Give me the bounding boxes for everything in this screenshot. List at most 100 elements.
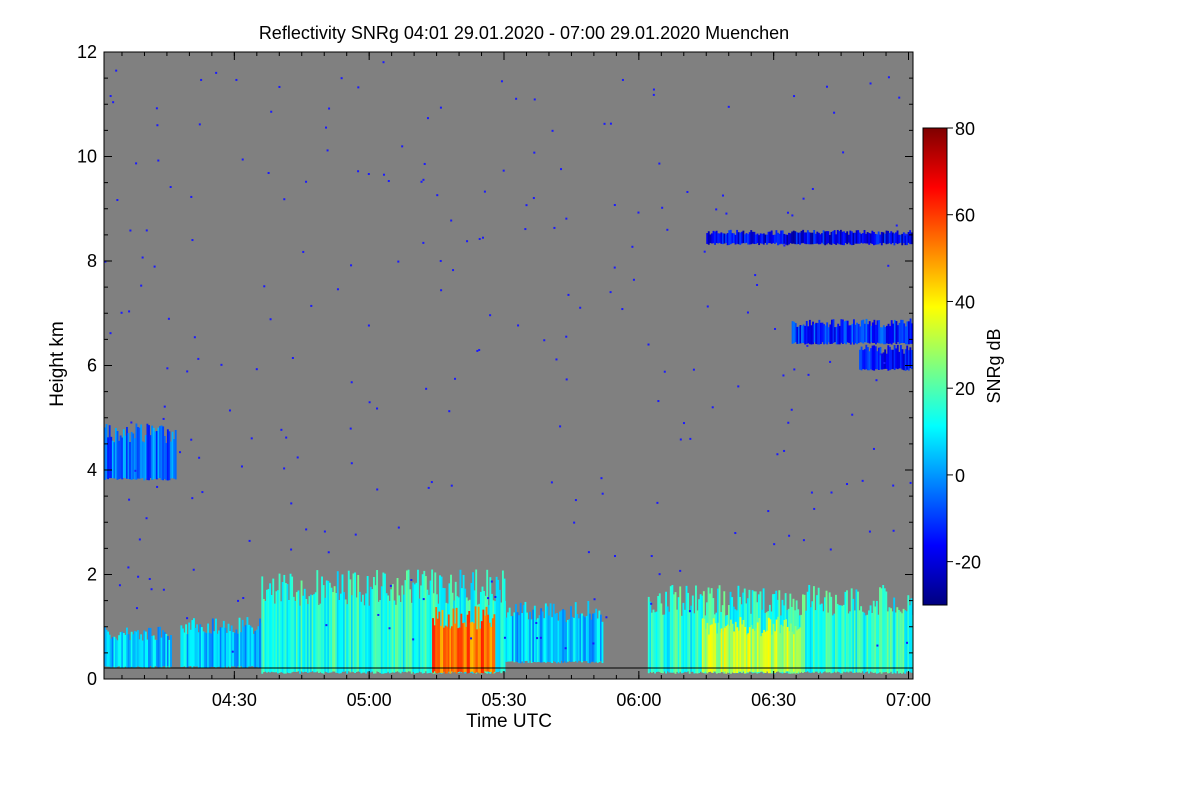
echo-cell <box>160 425 163 480</box>
echo-cell <box>269 583 272 673</box>
x-tick-label: 04:30 <box>212 690 257 710</box>
noise-speckle <box>793 368 796 371</box>
echo-cell <box>753 231 756 245</box>
echo-cell <box>810 232 812 245</box>
noise-speckle <box>536 637 539 640</box>
colorbar-ticks: 80 60 40 20 0 -20 <box>947 119 981 573</box>
echo-cell <box>548 615 550 663</box>
noise-speckle <box>325 624 328 627</box>
echo-cell <box>593 612 596 663</box>
noise-speckle <box>179 451 182 454</box>
echo-cell <box>706 622 709 674</box>
echo-cell <box>130 631 133 667</box>
noise-speckle <box>240 465 243 468</box>
echo-cell <box>264 600 267 672</box>
noise-speckle <box>376 407 379 410</box>
echo-cell <box>222 620 225 668</box>
noise-speckle <box>382 61 385 64</box>
echo-cell <box>266 589 268 673</box>
noise-speckle <box>783 449 786 452</box>
noise-speckle <box>191 497 194 500</box>
echo-cell <box>447 614 450 672</box>
echo-cell <box>869 605 872 672</box>
echo-cell <box>819 604 822 672</box>
noise-speckle <box>235 78 238 81</box>
echo-cell <box>130 431 133 481</box>
echo-cell <box>396 578 399 672</box>
echo-cell <box>838 231 841 245</box>
echo-cell <box>742 230 745 244</box>
echo-cell <box>778 633 781 673</box>
echo-cell <box>111 637 114 667</box>
echo-cell <box>789 233 792 244</box>
echo-cell <box>402 594 405 673</box>
echo-cell <box>157 427 160 479</box>
colorbar-tick-label: 40 <box>955 292 975 312</box>
echo-cell <box>850 588 853 672</box>
echo-cell <box>890 231 893 245</box>
echo-cell <box>851 323 854 343</box>
noise-speckle <box>593 598 596 601</box>
echo-cell <box>388 600 391 674</box>
echo-cell <box>752 628 754 673</box>
echo-cell <box>557 620 560 663</box>
echo-cell <box>726 624 729 673</box>
echo-cell <box>858 610 861 673</box>
echo-cell <box>259 618 261 669</box>
noise-speckle <box>326 149 329 152</box>
echo-cell <box>127 634 130 668</box>
echo-cell <box>241 619 244 669</box>
echo-cell <box>226 632 228 669</box>
echo-cell <box>750 230 753 245</box>
echo-cell <box>904 326 907 345</box>
echo-cell <box>267 588 270 672</box>
echo-cell <box>860 320 863 343</box>
echo-cell <box>777 232 779 246</box>
echo-cell <box>897 609 900 674</box>
echo-cell <box>677 597 680 674</box>
region-cloud-upper-right <box>791 318 913 345</box>
noise-speckle <box>711 406 714 409</box>
plot-area <box>103 51 914 680</box>
noise-speckle <box>420 180 423 183</box>
echo-cell <box>538 615 541 663</box>
echo-cell <box>500 602 503 674</box>
noise-speckle <box>197 357 200 360</box>
echo-cell <box>116 430 119 480</box>
region-cloud-main-3 <box>504 600 604 664</box>
echo-cell <box>778 590 781 672</box>
echo-cell <box>722 631 725 673</box>
echo-cell <box>529 611 532 661</box>
echo-cell <box>909 230 912 245</box>
echo-cell <box>745 634 748 673</box>
echo-cell <box>731 623 734 673</box>
noise-speckle <box>567 293 570 296</box>
noise-speckle <box>325 126 328 129</box>
noise-speckle <box>532 197 535 200</box>
echo-cell <box>218 630 221 667</box>
echo-cell <box>866 614 869 672</box>
echo-cell <box>319 603 322 673</box>
echo-cell <box>230 625 233 667</box>
echo-cell <box>573 617 576 662</box>
echo-cell <box>880 588 883 674</box>
echo-cell <box>874 346 877 370</box>
echo-cell <box>843 321 846 344</box>
echo-cell <box>833 230 836 245</box>
echo-cell <box>860 233 863 243</box>
echo-cell <box>841 319 844 344</box>
noise-speckle <box>118 584 121 587</box>
noise-speckle <box>533 98 536 101</box>
noise-speckle <box>283 467 286 470</box>
echo-cell <box>820 603 823 674</box>
echo-cell <box>592 613 594 662</box>
echo-cell <box>571 616 574 662</box>
echo-cell <box>733 631 736 674</box>
noise-speckle <box>155 107 158 110</box>
noise-speckle <box>876 644 879 647</box>
noise-speckle <box>169 185 172 188</box>
echo-cell <box>283 574 286 674</box>
echo-cell <box>762 233 765 245</box>
echo-cell <box>280 601 283 673</box>
echo-cell <box>786 626 789 672</box>
